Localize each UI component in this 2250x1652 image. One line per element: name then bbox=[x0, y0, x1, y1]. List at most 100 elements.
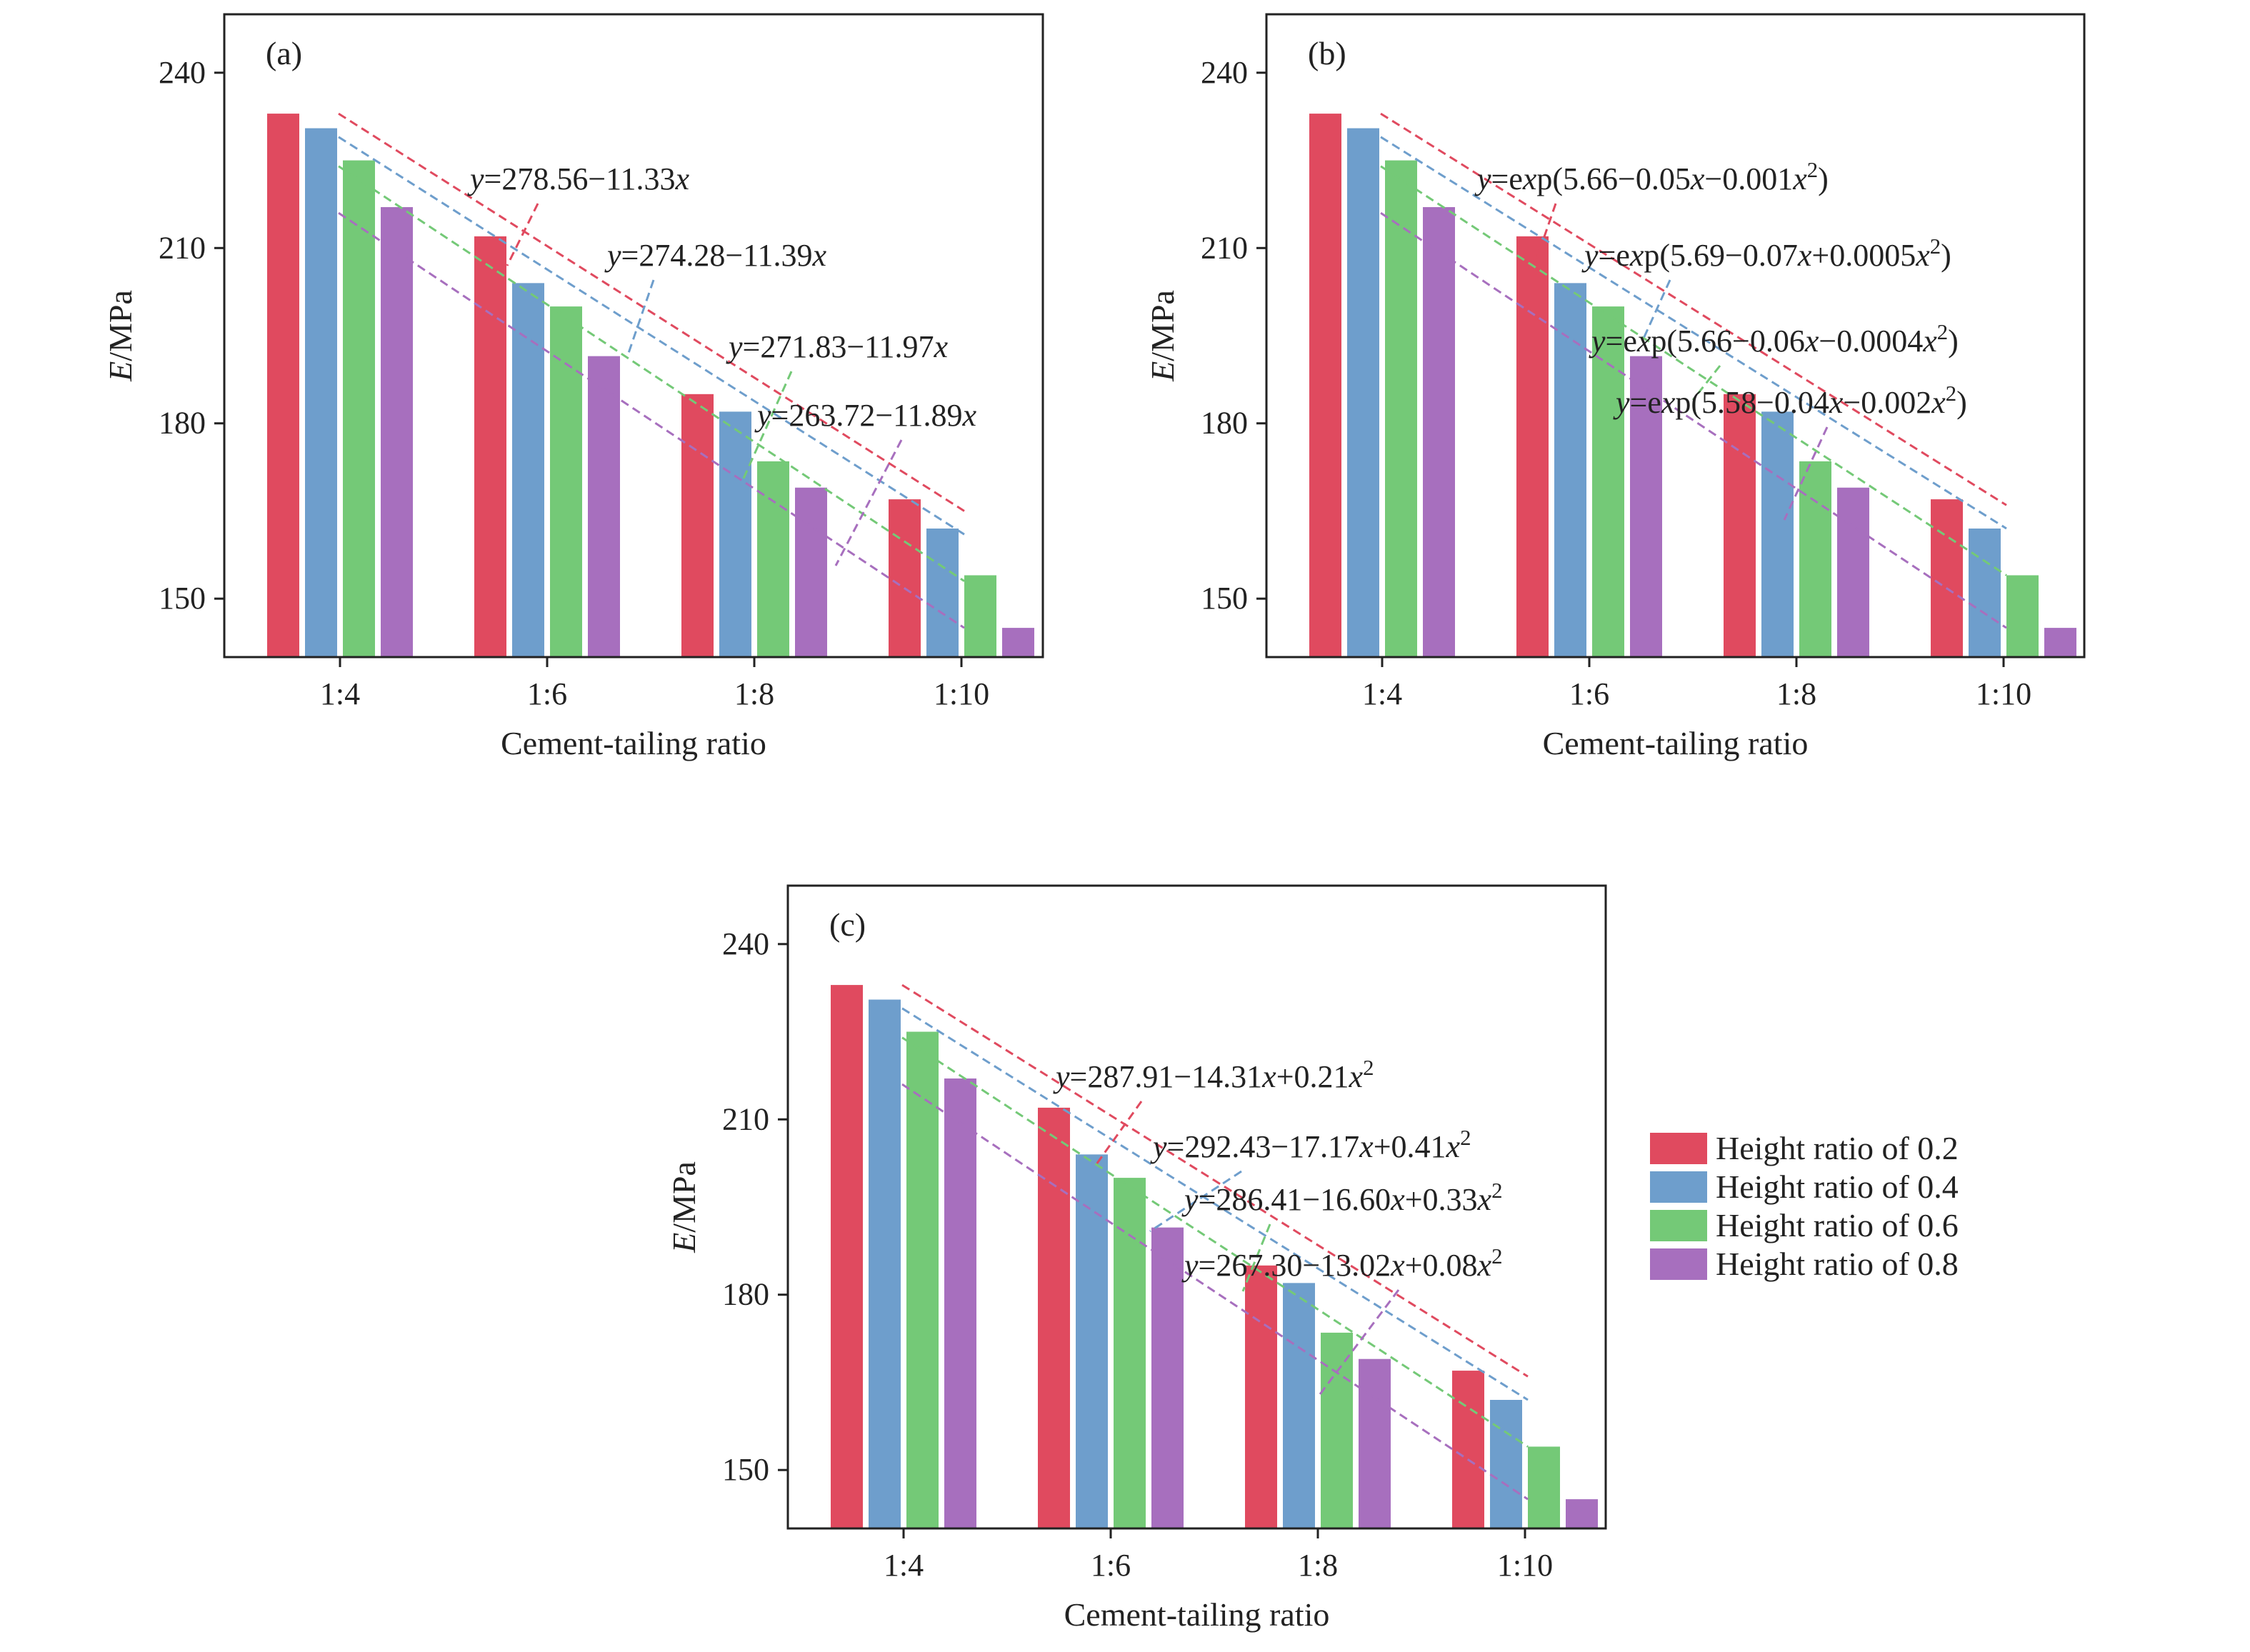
bar bbox=[1566, 1499, 1598, 1528]
y-tick-label: 150 bbox=[1201, 581, 1248, 616]
y-axis-title: E/MPa bbox=[102, 290, 139, 382]
annotation-leader bbox=[1691, 365, 1721, 401]
panel-label: (c) bbox=[829, 906, 866, 943]
bar bbox=[944, 1078, 976, 1528]
bar bbox=[1724, 394, 1756, 657]
bar bbox=[831, 985, 863, 1528]
bar bbox=[1761, 411, 1794, 657]
annotation-leader bbox=[626, 279, 655, 358]
chart-panel-b: 150 180 210 240 1:4 1:6 1:8 1:10 Cement-tailing … bbox=[1144, 13, 2086, 761]
x-tick-label: 1:8 bbox=[1776, 676, 1816, 711]
bar bbox=[1931, 499, 1963, 657]
bar bbox=[1076, 1154, 1108, 1528]
plot-area bbox=[1309, 112, 2076, 657]
bar bbox=[1554, 283, 1586, 657]
annotation-leader bbox=[741, 371, 793, 481]
x-tick-label: 1:6 bbox=[527, 676, 567, 711]
bar bbox=[381, 207, 413, 657]
bar bbox=[1799, 461, 1831, 657]
fit-line bbox=[901, 1036, 1529, 1448]
bar bbox=[1283, 1283, 1315, 1528]
bar bbox=[1592, 306, 1624, 657]
bar bbox=[1516, 236, 1549, 657]
y-tick-label: 180 bbox=[159, 406, 206, 441]
legend-label: Height ratio of 0.8 bbox=[1716, 1246, 1959, 1282]
bar bbox=[1490, 1400, 1522, 1528]
fit-line bbox=[901, 1007, 1529, 1401]
bar bbox=[550, 306, 582, 657]
bar bbox=[2044, 628, 2076, 657]
bar bbox=[1528, 1446, 1560, 1528]
annotation-leader bbox=[1319, 1289, 1400, 1395]
legend-label: Height ratio of 0.2 bbox=[1716, 1130, 1959, 1166]
y-tick-label: 150 bbox=[722, 1452, 769, 1487]
y-tick-label: 210 bbox=[722, 1101, 769, 1136]
chart-panel-c: 150 180 210 240 1:4 1:6 1:8 1:10 Cement-tailing … bbox=[666, 884, 1607, 1633]
bar bbox=[512, 283, 544, 657]
bar bbox=[926, 529, 959, 657]
x-tick-label: 1:4 bbox=[884, 1548, 924, 1583]
bar bbox=[681, 394, 714, 657]
annotation-leader bbox=[1783, 426, 1829, 521]
fit-equation-label: y=exp(5.69−0.07x+0.0005x2) bbox=[1581, 234, 1951, 273]
bar bbox=[964, 575, 996, 657]
legend-label: Height ratio of 0.6 bbox=[1716, 1207, 1959, 1243]
y-axis-title: E/MPa bbox=[666, 1161, 702, 1253]
fit-line bbox=[338, 112, 965, 512]
bar bbox=[343, 160, 375, 657]
annotation-leader bbox=[1149, 1170, 1242, 1233]
bar bbox=[1423, 207, 1455, 657]
fit-line bbox=[901, 983, 1529, 1378]
fit-equation-label: y=exp(5.58−0.04x−0.002x2) bbox=[1613, 381, 1967, 420]
fit-line bbox=[1380, 112, 2007, 506]
bar bbox=[267, 114, 299, 657]
annotation-leader bbox=[1641, 279, 1671, 341]
x-tick-label: 1:8 bbox=[734, 676, 774, 711]
x-tick-label: 1:6 bbox=[1569, 676, 1609, 711]
bar bbox=[1151, 1227, 1184, 1528]
y-tick-label: 210 bbox=[1201, 230, 1248, 265]
bar bbox=[1359, 1358, 1391, 1528]
fit-equation-label: y=278.56−11.33x bbox=[467, 161, 690, 196]
y-tick-label: 240 bbox=[722, 926, 769, 961]
fit-equation-label: y=274.28−11.39x bbox=[604, 238, 827, 273]
bar bbox=[719, 411, 751, 657]
x-tick-label: 1:8 bbox=[1298, 1548, 1338, 1583]
fit-line bbox=[901, 1083, 1529, 1501]
annotation-leader bbox=[1241, 1223, 1271, 1292]
bar bbox=[869, 999, 901, 1528]
bar bbox=[1969, 529, 2001, 657]
fit-line bbox=[1380, 136, 2007, 530]
bar bbox=[889, 499, 921, 657]
y-axis-title: E/MPa bbox=[1144, 290, 1181, 382]
y-tick-label: 150 bbox=[159, 581, 206, 616]
annotation-leader bbox=[1533, 203, 1557, 266]
fit-equation-label: y=271.83−11.97x bbox=[726, 329, 949, 364]
fit-equation-label: y=287.91−14.31x+0.21x2 bbox=[1053, 1056, 1374, 1094]
fit-line bbox=[338, 136, 965, 536]
fit-equation-label: y=267.30−13.02x+0.08x2 bbox=[1181, 1244, 1502, 1283]
x-axis-title: Cement-tailing ratio bbox=[1064, 1596, 1330, 1633]
y-tick-label: 210 bbox=[159, 230, 206, 265]
x-axis-title: Cement-tailing ratio bbox=[1543, 725, 1809, 761]
bar bbox=[1347, 128, 1379, 657]
x-tick-label: 1:10 bbox=[1497, 1548, 1553, 1583]
bar bbox=[1038, 1107, 1070, 1528]
bar bbox=[1837, 487, 1869, 657]
legend-swatch bbox=[1650, 1133, 1707, 1164]
legend-label: Height ratio of 0.4 bbox=[1716, 1168, 1959, 1205]
bar bbox=[1002, 628, 1034, 657]
annotation-leader bbox=[834, 439, 903, 566]
fit-equation-label: y=exp(5.66−0.05x−0.001x2) bbox=[1474, 158, 1829, 196]
fit-equation-label: y=263.72−11.89x bbox=[754, 398, 977, 433]
bar bbox=[1630, 356, 1662, 657]
x-tick-label: 1:4 bbox=[1362, 676, 1402, 711]
bar bbox=[795, 487, 827, 657]
bar bbox=[1321, 1332, 1353, 1528]
plot-area bbox=[831, 983, 1598, 1528]
fit-equation-label: y=exp(5.66−0.06x−0.0004x2) bbox=[1589, 320, 1959, 359]
bar bbox=[2006, 575, 2039, 657]
bar bbox=[1309, 114, 1341, 657]
